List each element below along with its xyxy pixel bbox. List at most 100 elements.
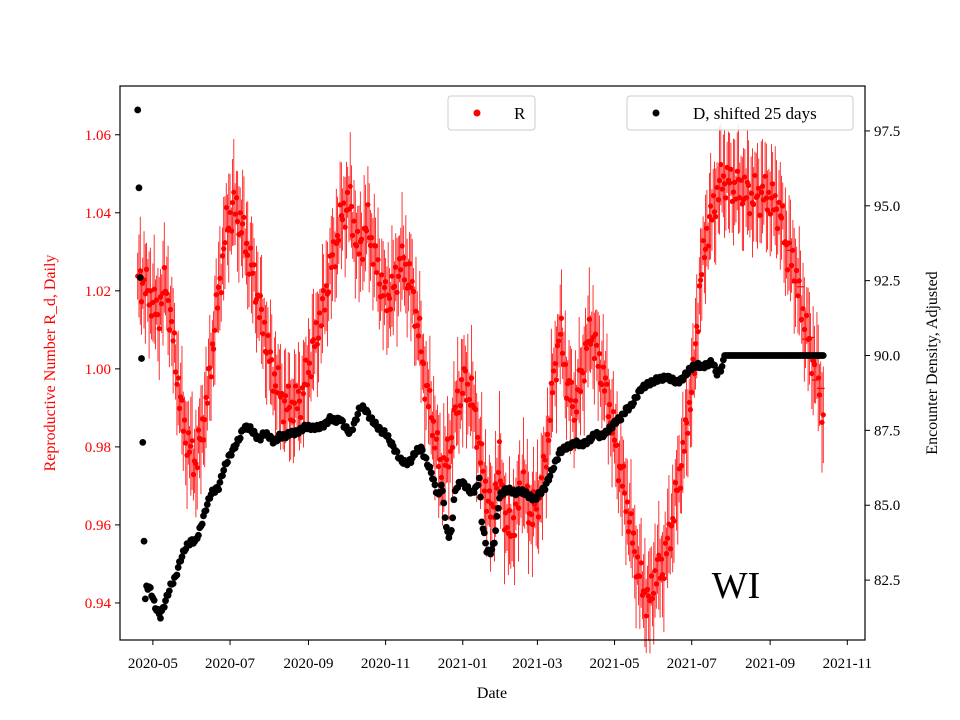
r-point — [665, 535, 671, 541]
r-point — [317, 310, 323, 316]
r-point — [422, 396, 428, 402]
r-point — [203, 394, 209, 400]
d-point — [227, 451, 235, 459]
r-point — [342, 224, 348, 230]
d-point — [494, 504, 502, 512]
r-point — [181, 417, 188, 423]
r-point — [156, 326, 162, 332]
r-point — [496, 439, 503, 445]
r-point — [685, 430, 691, 436]
r-point — [553, 377, 559, 383]
r-point — [190, 471, 196, 478]
r-point — [465, 381, 471, 387]
r-point — [574, 409, 580, 415]
r-point — [804, 312, 810, 319]
d-point — [493, 512, 501, 520]
right-tick-label: 85.0 — [874, 498, 900, 514]
r-point — [667, 546, 673, 552]
d-point — [169, 580, 177, 588]
r-point — [322, 307, 328, 313]
d-point — [441, 514, 449, 522]
d-point — [354, 410, 362, 418]
x-axis-label: Date — [477, 685, 507, 702]
r-point — [313, 320, 319, 326]
d-point — [440, 499, 448, 507]
legend-r: R — [447, 95, 536, 131]
r-point — [504, 524, 510, 531]
r-point — [398, 267, 404, 273]
r-point — [186, 449, 193, 455]
d-point — [711, 361, 718, 369]
r-point — [694, 323, 700, 330]
right-tick-label: 90.0 — [874, 349, 900, 365]
r-point — [619, 483, 625, 489]
r-point — [259, 306, 265, 313]
d-point — [617, 416, 625, 424]
r-point — [668, 523, 675, 529]
d-point — [138, 355, 145, 362]
r-point — [323, 283, 329, 289]
r-point — [556, 338, 562, 344]
d-point — [219, 472, 226, 479]
r-point — [212, 327, 218, 333]
d-point — [546, 472, 554, 480]
r-point — [261, 319, 267, 325]
x-tick-label: 2020-07 — [205, 656, 255, 672]
r-point — [773, 206, 780, 212]
x-tick-label: 2021-05 — [590, 656, 640, 672]
r-point — [295, 388, 301, 395]
r-point — [200, 437, 207, 443]
r-point — [620, 463, 627, 469]
r-point — [562, 361, 568, 368]
r-point — [448, 435, 454, 441]
r-point — [689, 389, 695, 396]
r-point — [391, 283, 398, 289]
x-tick-label: 2021-03 — [512, 656, 562, 672]
r-point — [260, 331, 266, 337]
d-point — [162, 597, 169, 605]
r-point — [345, 189, 351, 195]
r-point — [297, 398, 303, 404]
d-point — [246, 423, 254, 430]
legend-r-marker — [473, 109, 481, 117]
r-point — [375, 257, 381, 263]
r-point — [204, 400, 210, 406]
r-point — [334, 232, 341, 239]
r-point — [285, 383, 291, 389]
r-point — [728, 166, 734, 172]
d-point — [146, 584, 154, 592]
r-point — [241, 214, 247, 220]
r-point — [594, 342, 600, 348]
r-point — [307, 360, 313, 366]
r-point — [414, 322, 420, 329]
r-point — [446, 464, 452, 470]
d-point — [141, 595, 149, 603]
r-point — [475, 434, 481, 440]
r-point — [237, 210, 243, 216]
r-point — [474, 444, 480, 451]
r-point — [315, 335, 322, 341]
r-point — [584, 345, 590, 352]
r-point — [512, 532, 518, 539]
r-point — [510, 515, 516, 521]
d-point — [203, 501, 211, 508]
r-point — [572, 398, 578, 404]
r-point — [681, 448, 687, 454]
r-point — [789, 262, 795, 269]
r-point — [251, 262, 257, 268]
r-point — [213, 292, 219, 298]
r-point — [801, 326, 807, 333]
d-point — [490, 539, 498, 547]
legend-r-label: R — [514, 104, 526, 123]
r-point — [185, 430, 191, 436]
r-point — [462, 368, 468, 374]
r-point — [776, 199, 782, 205]
r-point — [394, 289, 400, 295]
r-point — [175, 375, 181, 381]
r-point — [796, 278, 802, 284]
r-point — [719, 186, 725, 192]
r-point — [310, 337, 317, 343]
r-point — [799, 316, 805, 323]
r-point — [747, 211, 753, 217]
r-point — [409, 278, 415, 285]
